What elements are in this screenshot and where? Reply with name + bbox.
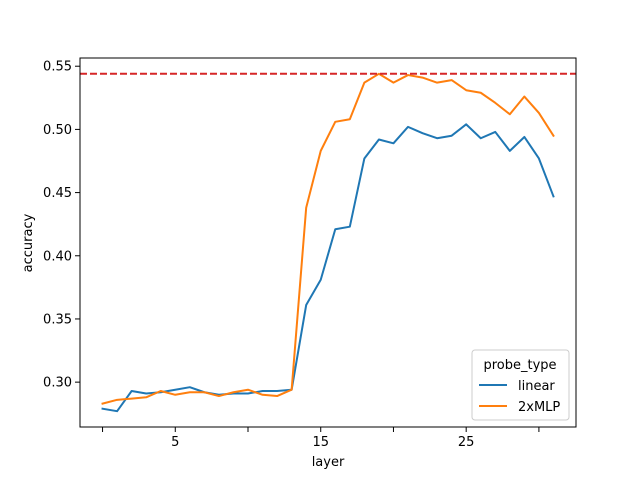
y-tick-label: 0.50 [43,123,72,138]
x-tick-label: 5 [171,435,179,450]
y-tick-label: 0.35 [43,312,72,327]
y-tick-label: 0.30 [43,376,72,391]
y-tick-label: 0.55 [43,60,72,75]
y-tick-label: 0.40 [43,249,72,264]
x-axis-label: layer [312,455,345,470]
y-axis-label: accuracy [21,213,36,272]
y-axis-ticks: 0.30 0.35 0.40 0.45 0.50 0.55 [43,60,80,391]
legend-box [471,349,570,421]
legend-label-2xmlp: 2xMLP [518,400,560,415]
legend-label-linear: linear [518,379,555,394]
legend-title: probe_type [483,358,556,373]
x-tick-label: 25 [458,435,475,450]
x-axis-ticks: 5 15 25 [102,427,540,450]
x-tick-label: 15 [312,435,329,450]
plot-area [80,72,576,413]
legend: probe_type linear 2xMLP [471,349,570,421]
series-line-2xmlp [101,72,555,405]
plot-frame [79,57,577,428]
y-tick-label: 0.45 [43,186,72,201]
series-line-linear [101,123,555,413]
